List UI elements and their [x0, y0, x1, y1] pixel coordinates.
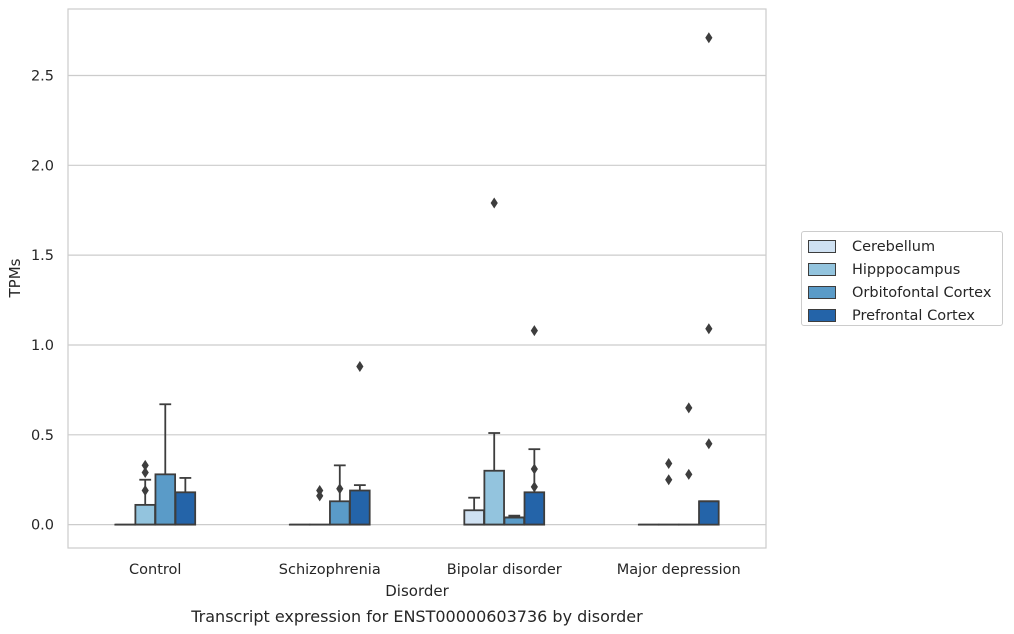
outlier-point [141, 459, 149, 471]
x-tick-label: Bipolar disorder [447, 562, 562, 578]
legend-item: Hipppocampus [808, 258, 1002, 281]
outlier-point [141, 467, 149, 479]
chart-caption: Transcript expression for ENST0000060373… [190, 607, 643, 626]
plot-frame [67, 8, 767, 549]
y-axis-label: TPMs [6, 258, 24, 298]
outlier-point [336, 483, 344, 495]
y-tick-labels: 0.0 0.5 1.0 1.5 2.0 2.5 [31, 68, 54, 533]
legend-label: Hipppocampus [852, 261, 961, 278]
box-hipppocampus [483, 197, 505, 526]
outlier-point [705, 32, 713, 44]
y-tick-label: 1.0 [31, 338, 54, 354]
box-prefrontal-cortex [174, 477, 197, 526]
legend-label: Prefrontal Cortex [852, 307, 975, 324]
box-body [698, 500, 720, 526]
outlier-point [530, 463, 538, 475]
box-body [134, 503, 156, 526]
box-body [483, 469, 505, 526]
legend-item: Orbitofontal Cortex [808, 281, 1002, 304]
legend-swatch [808, 263, 836, 276]
box-prefrontal-cortex [698, 32, 720, 526]
outlier-point [665, 458, 673, 470]
outlier-point [685, 402, 693, 414]
y-tick-label: 2.0 [31, 158, 54, 174]
outlier-point [530, 325, 538, 337]
legend-swatch [808, 286, 836, 299]
outlier-point [530, 481, 538, 493]
box-body [503, 516, 526, 526]
x-tick-label: Schizophrenia [279, 562, 381, 578]
legend-label: Cerebellum [852, 238, 936, 255]
box-hipppocampus [657, 458, 680, 526]
box-cerebellum [463, 496, 485, 526]
legend-item: Cerebellum [808, 235, 1002, 258]
x-tick-label: Control [129, 562, 181, 578]
outlier-point [316, 485, 324, 497]
legend: Cerebellum Hipppocampus Orbitofontal Corte… [801, 231, 1003, 326]
outlier-point [705, 323, 713, 335]
box-prefrontal-cortex [349, 361, 371, 526]
legend-swatch [808, 240, 836, 253]
legend-item: Prefrontal Cortex [808, 304, 1002, 327]
box-hipppocampus [308, 485, 331, 526]
outlier-point [490, 197, 498, 209]
x-tick-labels: Control Schizophrenia Bipolar disorder Majo… [129, 562, 741, 578]
box-orbitofontal-cortex [678, 402, 700, 526]
outlier-point [665, 474, 673, 486]
box-orbitofontal-cortex [329, 464, 351, 526]
y-tick-label: 2.5 [31, 68, 54, 84]
legend-swatch [808, 309, 836, 322]
legend-label: Orbitofontal Cortex [852, 284, 992, 301]
box-prefrontal-cortex [523, 325, 546, 526]
box-body [154, 473, 177, 526]
x-tick-label: Major depression [617, 562, 741, 578]
gridlines [68, 74, 766, 526]
box-body [174, 491, 197, 526]
box-body [349, 489, 371, 526]
y-tick-label: 0.5 [31, 428, 54, 444]
box-body [523, 491, 546, 526]
outlier-point [705, 438, 713, 450]
y-tick-label: 0.0 [31, 518, 54, 534]
box-body [329, 500, 351, 526]
outlier-point [141, 485, 149, 497]
outlier-point [685, 468, 693, 480]
box-orbitofontal-cortex [503, 514, 526, 526]
boxes [114, 32, 720, 526]
y-tick-label: 1.5 [31, 248, 54, 264]
box-hipppocampus [134, 459, 156, 526]
box-orbitofontal-cortex [154, 403, 177, 526]
box-body [463, 509, 485, 526]
x-axis-label: Disorder [385, 582, 449, 600]
outlier-point [356, 361, 364, 373]
